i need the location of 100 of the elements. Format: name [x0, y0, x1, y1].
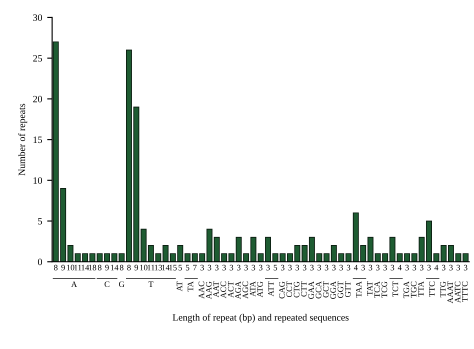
x-tick-label: 14: [82, 264, 90, 270]
x-tick-label: 9: [105, 264, 109, 270]
x-tick-label: 4: [398, 264, 402, 270]
x-tick-label: 3: [222, 264, 226, 270]
x-tick-label: 3: [237, 264, 241, 270]
x-tick-label: 5: [186, 264, 190, 270]
x-tick-label: 3: [332, 264, 336, 270]
x-tick-label: 3: [310, 264, 314, 270]
text: C: [104, 281, 110, 288]
x-tick-label: 3: [427, 264, 431, 270]
x-tick-label: 3: [368, 264, 372, 270]
text: AAT: [213, 281, 219, 298]
text: CCT: [286, 281, 292, 298]
x-tick-label: 11: [148, 264, 154, 270]
text: TTTC: [462, 282, 468, 302]
x-tick-label: 3: [361, 264, 365, 270]
x-tick-label: 5: [178, 264, 182, 270]
y-tick-label: 5: [38, 218, 42, 224]
x-tick-label: 3: [200, 264, 204, 270]
x-axis-title: Length of repeat (bp) and repeated sequences: [172, 314, 349, 323]
x-tick-label: 3: [259, 264, 262, 270]
text: CTT: [301, 281, 307, 297]
x-tick-label: 10: [140, 264, 148, 270]
text: AATC: [454, 282, 460, 303]
y-tick-label: 20: [33, 96, 42, 102]
x-tick-label: 3: [346, 264, 350, 270]
x-tick-label: 3: [244, 264, 248, 270]
x-tick-label: 3: [390, 264, 394, 270]
y-tick-label: 0: [38, 258, 42, 266]
text: GAA: [308, 281, 314, 299]
x-tick-label: 18: [88, 264, 96, 270]
x-tick-label: 3: [412, 264, 416, 270]
x-tick-label: 14: [162, 264, 170, 270]
x-tick-label: 9: [61, 264, 65, 270]
x-tick-label: 3: [340, 264, 343, 270]
text: TA: [188, 281, 194, 292]
x-tick-label: 3: [288, 264, 292, 270]
text: AT: [176, 281, 182, 292]
text: TTC: [429, 282, 435, 297]
x-tick-label: 3: [266, 264, 270, 270]
text: AAAT: [447, 281, 453, 304]
x-tick-label: 3: [280, 264, 284, 270]
x-tick-label: 8: [127, 264, 131, 270]
x-tick-label: 3: [252, 264, 256, 270]
x-tick-label: 8: [54, 264, 58, 270]
text: ACC: [220, 282, 226, 298]
y-tick-label: 30: [33, 14, 42, 21]
text: TAA: [356, 281, 362, 298]
x-tick-label: 3: [318, 264, 321, 270]
x-tick-label: 3: [405, 264, 409, 270]
x-tick-label: 3: [302, 264, 306, 270]
x-tick-label: 3: [449, 264, 453, 270]
text: A: [71, 281, 78, 287]
x-tick-label: 3: [442, 264, 446, 270]
text: TCT: [392, 281, 398, 297]
text: TGC: [410, 282, 416, 298]
text: TAT: [366, 281, 372, 296]
text: GTT: [345, 281, 351, 298]
x-tick-label: 3: [208, 264, 212, 270]
x-tick-label: 15: [169, 264, 177, 270]
text: AGA: [235, 281, 241, 300]
x-tick-label: 10: [67, 264, 74, 270]
text: TCG: [382, 281, 388, 298]
text: GCA: [316, 281, 322, 298]
text: ATA: [250, 281, 256, 297]
text: GGT: [338, 281, 344, 298]
x-tick-label: 3: [383, 264, 387, 270]
text: TGA: [404, 281, 410, 298]
text: TCA: [374, 281, 380, 298]
text: CTG: [294, 281, 300, 298]
text: ACT: [228, 281, 234, 298]
x-tick-label: 3: [296, 264, 300, 270]
y-tick-label: 10: [34, 177, 42, 184]
x-tick-label: 11: [74, 264, 82, 270]
x-tick-label: 4: [434, 264, 438, 270]
x-tick-label: 9: [134, 264, 138, 270]
x-tick-label: 3: [456, 264, 460, 270]
text: GCT: [323, 281, 329, 298]
x-tick-label: 3: [230, 264, 234, 270]
x-tick-label: 13: [154, 264, 162, 270]
x-tick-label: 3: [420, 264, 424, 270]
x-tick-label: 3: [464, 264, 468, 270]
y-tick-label: 25: [33, 55, 42, 62]
text: TTG: [440, 281, 446, 298]
x-tick-label: 3: [215, 264, 219, 270]
text: AAC: [198, 282, 204, 299]
x-tick-label: 14: [110, 264, 118, 270]
text: AAG: [206, 281, 212, 300]
text: ATT: [268, 281, 274, 296]
x-tick-label: 8: [120, 264, 124, 270]
x-tick-label: 7: [193, 264, 197, 270]
y-tick-label: 15: [34, 136, 42, 144]
x-tick-label: 3: [376, 264, 380, 270]
text: AGC: [242, 282, 248, 299]
text: ATG: [257, 281, 263, 298]
x-tick-label: 8: [98, 264, 102, 270]
text: TTA: [418, 281, 424, 297]
x-tick-label: 4: [354, 264, 358, 270]
y-axis-title: Number of repeats: [18, 104, 28, 176]
text: T: [148, 282, 154, 287]
